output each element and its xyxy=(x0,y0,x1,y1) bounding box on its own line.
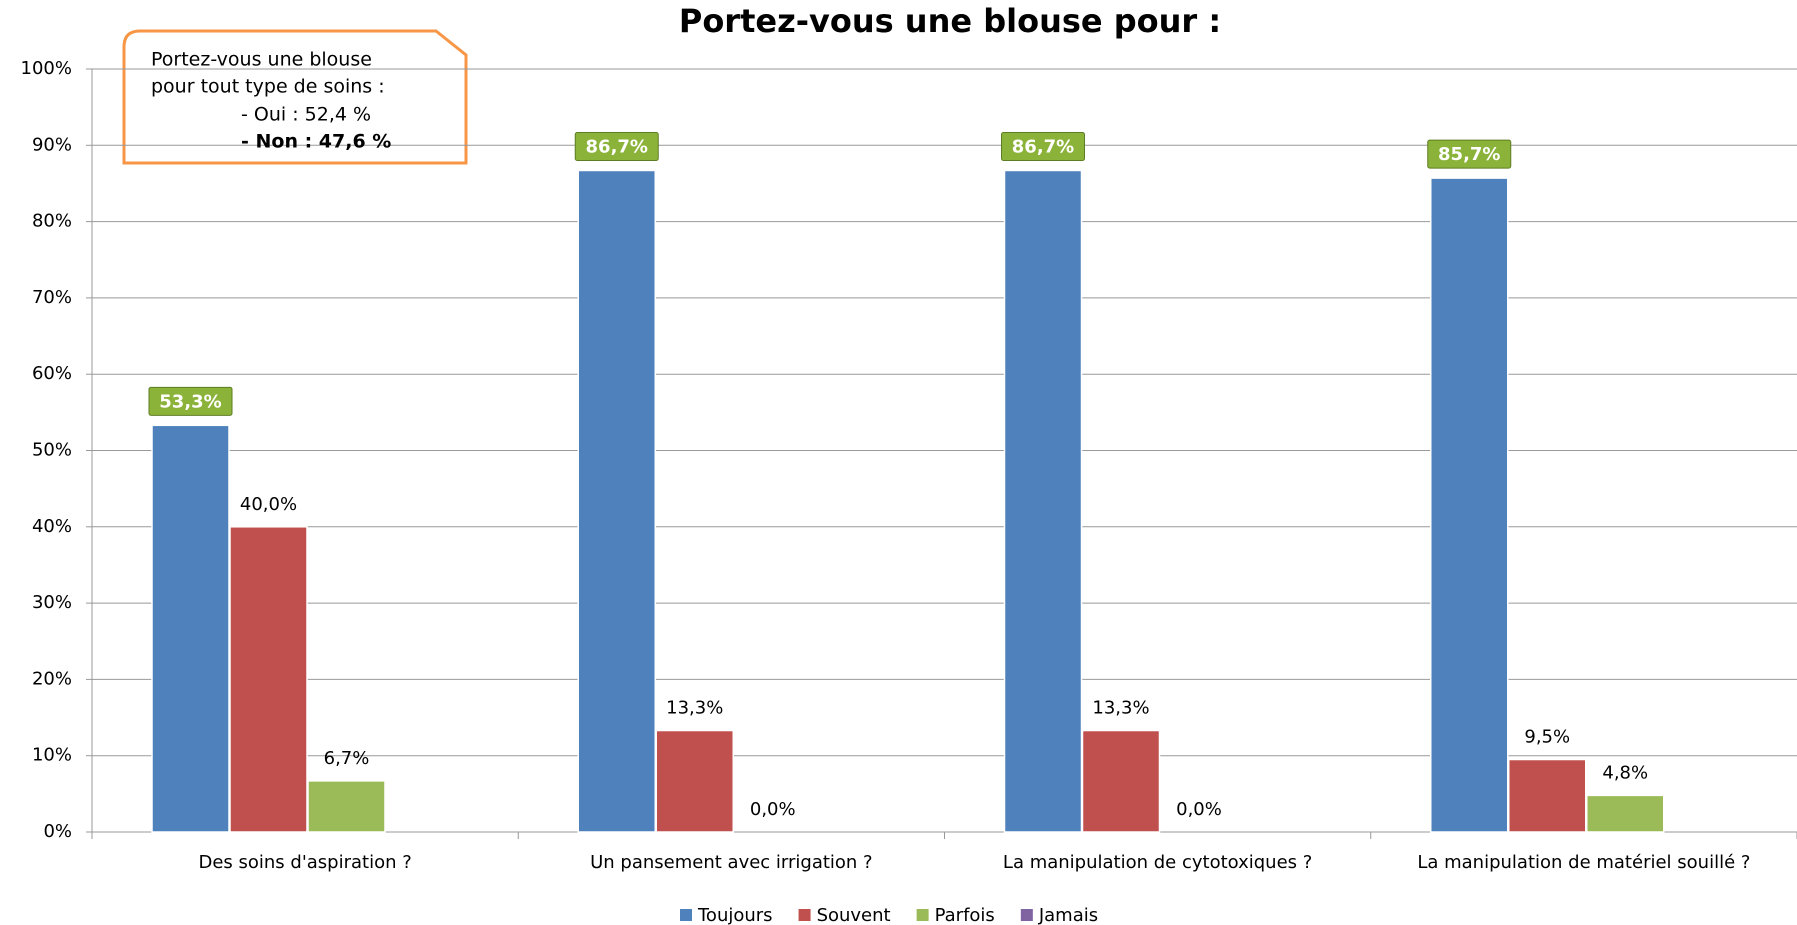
legend-swatch xyxy=(798,909,811,921)
x-tick-label: Un pansement avec irrigation ? xyxy=(590,852,873,873)
data-label: 6,7% xyxy=(324,748,370,769)
data-label: 86,7% xyxy=(1012,136,1074,157)
annotation-text: - Non : 47,6 % xyxy=(241,131,391,153)
legend-label: Jamais xyxy=(1038,905,1098,925)
data-label: 40,0% xyxy=(240,494,297,515)
bar xyxy=(655,729,734,833)
y-tick-label: 0% xyxy=(43,821,72,842)
label-badge xyxy=(574,131,659,161)
annotation-text: - Oui : 52,4 % xyxy=(241,104,371,126)
legend-swatch xyxy=(680,909,692,921)
y-tick-label: 90% xyxy=(32,134,72,155)
data-label: 4,8% xyxy=(1602,762,1648,783)
x-tick-label: La manipulation de cytotoxiques ? xyxy=(1003,852,1312,873)
legend-label: Souvent xyxy=(817,905,891,925)
data-label: 53,3% xyxy=(159,391,221,412)
bar xyxy=(1081,729,1161,833)
y-tick-label: 30% xyxy=(32,592,72,613)
bar xyxy=(229,526,308,833)
legend-label: Toujours xyxy=(697,905,773,925)
bar xyxy=(151,424,230,833)
bar xyxy=(1003,169,1083,833)
label-badge xyxy=(148,386,233,416)
legend-swatch xyxy=(1020,909,1033,921)
y-tick-label: 50% xyxy=(32,440,72,461)
annotation-text: pour tout type de soins : xyxy=(151,76,385,98)
x-tick-label: Des soins d'aspiration ? xyxy=(198,852,411,873)
y-tick-label: 80% xyxy=(32,211,72,232)
label-badge xyxy=(1427,139,1512,169)
data-label: 9,5% xyxy=(1524,727,1570,748)
bar xyxy=(307,780,386,833)
data-label: 13,3% xyxy=(1092,698,1149,719)
data-label: 85,7% xyxy=(1438,144,1500,165)
y-tick-label: 100% xyxy=(21,58,72,79)
bar xyxy=(1430,177,1509,833)
x-tick-label: La manipulation de matériel souillé ? xyxy=(1417,852,1750,873)
annotation-box xyxy=(122,29,468,165)
bar xyxy=(1508,758,1587,833)
data-label: 0,0% xyxy=(1176,799,1222,820)
y-tick-label: 20% xyxy=(32,668,72,689)
data-label: 0,0% xyxy=(750,799,796,820)
annotation-text: Portez-vous une blouse xyxy=(151,49,372,71)
label-badge xyxy=(1001,131,1085,161)
data-label: 13,3% xyxy=(666,698,723,719)
data-label: 86,7% xyxy=(586,136,648,157)
legend-label: Parfois xyxy=(935,905,995,925)
bar xyxy=(1586,794,1665,833)
bar xyxy=(577,169,656,833)
y-tick-label: 60% xyxy=(32,363,72,384)
chart-title: Portez-vous une blouse pour : xyxy=(679,2,1221,40)
y-tick-label: 10% xyxy=(32,745,72,766)
y-tick-label: 40% xyxy=(32,516,72,537)
y-tick-label: 70% xyxy=(32,287,72,308)
legend-swatch xyxy=(916,909,929,921)
